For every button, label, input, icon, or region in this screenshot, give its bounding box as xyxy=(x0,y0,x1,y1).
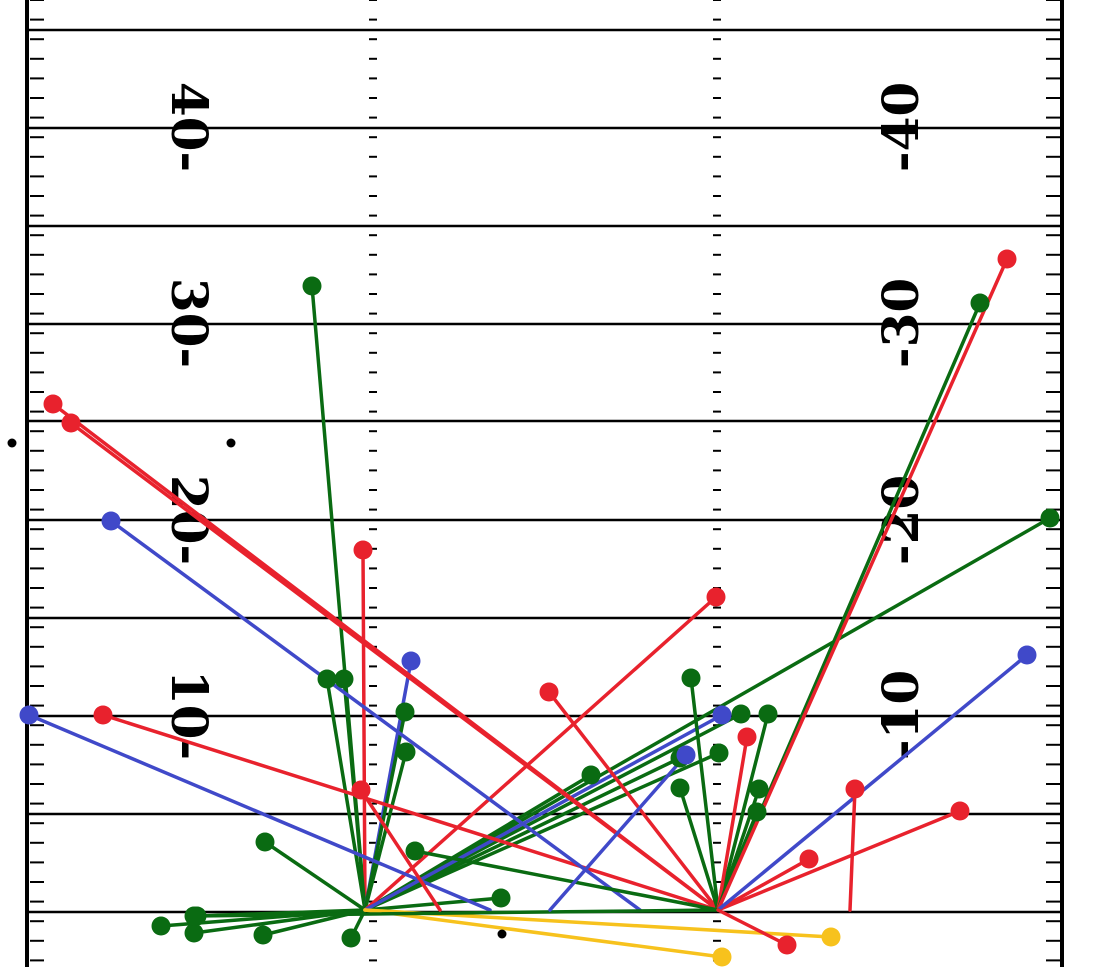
route-line-yellow xyxy=(363,908,724,959)
route-endpoint-blue xyxy=(19,705,39,725)
route-endpoint-green xyxy=(749,779,769,799)
route-endpoint-green xyxy=(747,802,767,822)
route-endpoint-red xyxy=(997,249,1017,269)
route-line-red xyxy=(359,788,442,912)
route-endpoint-green xyxy=(709,743,729,763)
route-endpoint-red xyxy=(799,849,819,869)
route-line-blue xyxy=(716,653,1029,912)
route-line-green xyxy=(325,677,367,912)
route-endpoint-red xyxy=(845,779,865,799)
route-endpoint-green xyxy=(491,888,511,908)
route-endpoint-green xyxy=(317,669,337,689)
route-line-green xyxy=(363,756,682,912)
route-line-red xyxy=(69,421,720,912)
route-endpoint-green xyxy=(184,906,204,926)
route-line-blue xyxy=(363,713,724,912)
route-endpoint-red xyxy=(539,682,559,702)
route-line-red xyxy=(716,257,1009,912)
route-line-red xyxy=(848,787,857,912)
route-endpoint-green xyxy=(395,702,415,722)
yard-number-left-40: 40- xyxy=(160,82,219,172)
route-line-red xyxy=(716,908,789,947)
route-line-red xyxy=(547,690,720,912)
route-endpoint-red xyxy=(353,540,373,560)
route-endpoint-blue xyxy=(676,745,696,765)
route-endpoint-green xyxy=(681,668,701,688)
route-endpoint-red xyxy=(706,587,726,607)
route-endpoint-blue xyxy=(101,511,121,531)
small-mark xyxy=(497,929,507,939)
route-line-green xyxy=(363,710,407,912)
route-endpoint-red xyxy=(737,727,757,747)
route-endpoint-green xyxy=(581,765,601,785)
route-endpoint-red xyxy=(950,801,970,821)
route-endpoint-green xyxy=(151,916,171,936)
route-endpoint-red xyxy=(93,705,113,725)
route-endpoint-green xyxy=(396,742,416,762)
route-endpoint-green xyxy=(1040,508,1060,528)
route-line-blue xyxy=(109,519,642,912)
route-endpoint-blue xyxy=(1017,645,1037,665)
route-endpoint-blue xyxy=(401,651,421,671)
small-marks xyxy=(7,438,507,939)
route-endpoint-yellow xyxy=(712,947,732,967)
route-line-red xyxy=(363,595,718,912)
route-endpoint-green xyxy=(405,841,425,861)
route-endpoint-green xyxy=(255,832,275,852)
route-line-green xyxy=(363,516,1052,912)
route-endpoint-red xyxy=(43,394,63,414)
route-line-green xyxy=(413,849,720,912)
yard-number-right-30: -30 xyxy=(871,278,930,368)
route-endpoint-yellow xyxy=(821,927,841,947)
route-endpoint-red xyxy=(61,413,81,433)
route-endpoint-red xyxy=(351,780,371,800)
yard-number-right-10: -10 xyxy=(871,670,930,760)
route-line-green xyxy=(716,712,770,912)
route-endpoint-green xyxy=(302,276,322,296)
route-endpoint-blue xyxy=(712,705,732,725)
yard-number-right-40: -40 xyxy=(871,82,930,172)
yard-number-left-30: 30- xyxy=(160,278,219,368)
small-mark xyxy=(226,438,236,448)
small-mark xyxy=(7,438,17,448)
route-endpoint-green xyxy=(184,923,204,943)
route-line-green xyxy=(192,908,720,918)
route-endpoint-green xyxy=(970,293,990,313)
route-endpoint-green xyxy=(731,704,751,724)
route-line-green xyxy=(689,676,720,912)
route-endpoint-green xyxy=(253,925,273,945)
route-endpoint-green xyxy=(334,669,354,689)
route-line-green xyxy=(363,896,503,912)
route-line-green xyxy=(263,840,367,912)
route-line-blue xyxy=(548,753,688,912)
route-endpoint-red xyxy=(777,935,797,955)
route-endpoint-green xyxy=(341,928,361,948)
route-endpoints xyxy=(19,249,1060,967)
route-line-green xyxy=(363,750,408,912)
route-line-green xyxy=(678,786,720,912)
route-endpoint-green xyxy=(670,778,690,798)
route-line-red xyxy=(716,857,811,912)
route-endpoint-green xyxy=(758,704,778,724)
yard-number-left-20: 20- xyxy=(160,475,219,565)
route-line-red xyxy=(361,548,367,912)
route-lines xyxy=(27,257,1052,959)
route-line-red xyxy=(716,809,962,912)
route-line-blue xyxy=(27,713,492,912)
route-line-red xyxy=(101,713,720,912)
route-line-red xyxy=(716,735,749,912)
yard-number-left-10: 10- xyxy=(160,670,219,760)
